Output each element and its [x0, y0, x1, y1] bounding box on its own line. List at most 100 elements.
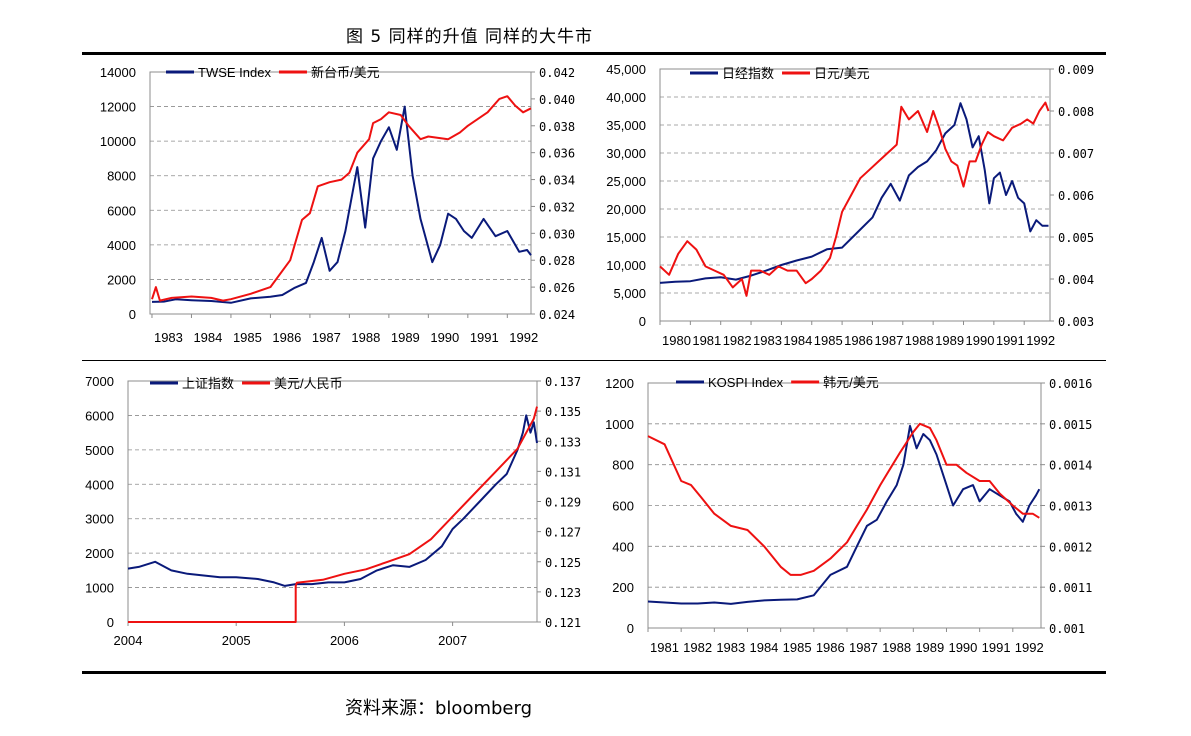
- chart-japan: 0 5,000 10,000 15,000 20,000 25,000 30,000 35,0…: [606, 62, 1094, 348]
- right-axis-tick-label: 0.0012: [1049, 540, 1092, 554]
- x-axis-tick-label: 1991: [470, 330, 499, 345]
- x-axis-tick-label: 1986: [272, 330, 301, 345]
- x-axis-tick-label: 1986: [816, 640, 845, 655]
- x-axis-tick-label: 2004: [114, 633, 143, 648]
- x-axis-tick-label: 1990: [430, 330, 459, 345]
- right-axis-tick-label: 0.137: [545, 375, 581, 389]
- x-axis-tick-label: 1985: [783, 640, 812, 655]
- left-axis-tick-label: 4000: [107, 238, 136, 253]
- x-axis-tick-label: 1989: [915, 640, 944, 655]
- right-axis-tick-label: 0.006: [1058, 189, 1094, 203]
- left-axis-tick-label: 10000: [100, 134, 136, 149]
- left-axis-tick-label: 40,000: [606, 90, 646, 105]
- x-axis-tick-label: 1984: [749, 640, 778, 655]
- legend-label-index: 日经指数: [722, 66, 774, 81]
- x-axis-tick-label: 1983: [716, 640, 745, 655]
- series-line-fx: [128, 406, 538, 623]
- right-axis-tick-label: 0.040: [539, 93, 575, 107]
- left-axis-tick-label: 5000: [85, 443, 114, 458]
- legend-label-fx: 美元/人民币: [274, 376, 343, 391]
- x-axis-tick-label: 1992: [1015, 640, 1044, 655]
- series-line-index: [659, 102, 1049, 284]
- right-axis-tick-label: 0.0013: [1049, 500, 1092, 514]
- right-axis-tick-label: 0.125: [545, 556, 581, 570]
- right-axis-tick-label: 0.008: [1058, 105, 1094, 119]
- x-axis-tick-label: 1990: [966, 333, 995, 348]
- left-axis-tick-label: 7000: [85, 374, 114, 389]
- left-axis-tick-label: 2000: [107, 272, 136, 287]
- right-axis-tick-label: 0.038: [539, 120, 575, 134]
- legend-label-fx: 日元/美元: [814, 66, 870, 81]
- x-axis-tick-label: 1981: [650, 640, 679, 655]
- x-axis-tick-label: 1983: [753, 333, 782, 348]
- left-axis-tick-label: 35,000: [606, 118, 646, 133]
- x-axis-tick-label: 1986: [844, 333, 873, 348]
- right-axis-tick-label: 0.026: [539, 281, 575, 295]
- left-axis-tick-label: 8000: [107, 169, 136, 184]
- right-axis-tick-label: 0.032: [539, 200, 575, 214]
- left-axis-tick-label: 30,000: [606, 146, 646, 161]
- legend-label-index: TWSE Index: [198, 65, 271, 80]
- right-axis-tick-label: 0.024: [539, 308, 575, 322]
- right-axis-tick-label: 0.042: [539, 66, 575, 80]
- x-axis-tick-label: 1985: [233, 330, 262, 345]
- x-axis-tick-label: 1983: [154, 330, 183, 345]
- left-axis-tick-label: 25,000: [606, 174, 646, 189]
- series-line-index: [151, 105, 532, 304]
- x-axis-tick-label: 1988: [351, 330, 380, 345]
- series-line-fx: [659, 101, 1050, 297]
- right-axis-tick-label: 0.001: [1049, 622, 1085, 636]
- left-axis-tick-label: 5,000: [613, 286, 646, 301]
- left-axis-tick-label: 1000: [85, 581, 114, 596]
- left-axis-tick-label: 800: [612, 458, 634, 473]
- left-axis-tick-label: 0: [627, 621, 634, 636]
- source-note: 资料来源：bloomberg: [345, 698, 532, 719]
- x-axis-tick-label: 1992: [509, 330, 538, 345]
- x-axis-tick-label: 1981: [692, 333, 721, 348]
- left-axis-tick-label: 45,000: [606, 62, 646, 77]
- right-axis-tick-label: 0.131: [545, 465, 581, 479]
- left-axis-tick-label: 0: [107, 615, 114, 630]
- x-axis-tick-label: 1984: [193, 330, 222, 345]
- right-axis-tick-label: 0.007: [1058, 147, 1094, 161]
- left-axis-tick-label: 600: [612, 499, 634, 514]
- right-axis-tick-label: 0.028: [539, 254, 575, 268]
- series-line-fx: [647, 422, 1040, 576]
- left-axis-tick-label: 1200: [605, 376, 634, 391]
- x-axis-tick-label: 2007: [438, 633, 467, 648]
- x-axis-tick-label: 1989: [391, 330, 420, 345]
- right-axis-tick-label: 0.009: [1058, 63, 1094, 77]
- left-axis-tick-label: 4000: [85, 477, 114, 492]
- left-axis-tick-label: 12000: [100, 100, 136, 115]
- right-axis-tick-label: 0.034: [539, 174, 575, 188]
- right-axis-tick-label: 0.133: [545, 435, 581, 449]
- chart-taiwan: 0 2000 4000 6000 8000 10000 12000 14000 0.024 0.0…: [100, 65, 575, 345]
- x-axis-tick-label: 1987: [312, 330, 341, 345]
- x-axis-tick-label: 1991: [996, 333, 1025, 348]
- x-axis-tick-label: 1991: [982, 640, 1011, 655]
- left-axis-tick-label: 15,000: [606, 230, 646, 245]
- right-axis-tick-label: 0.003: [1058, 315, 1094, 329]
- x-axis-tick-label: 1992: [1026, 333, 1055, 348]
- x-axis-tick-label: 1982: [683, 640, 712, 655]
- left-axis-tick-label: 0: [129, 307, 136, 322]
- legend-label-fx: 新台币/美元: [311, 65, 380, 80]
- right-axis-tick-label: 0.004: [1058, 273, 1094, 287]
- x-axis-tick-label: 1988: [905, 333, 934, 348]
- x-axis-tick-label: 2006: [330, 633, 359, 648]
- plot-area: [149, 71, 532, 315]
- left-axis-tick-label: 6000: [107, 203, 136, 218]
- left-axis-tick-label: 10,000: [606, 258, 646, 273]
- left-axis-tick-label: 20,000: [606, 202, 646, 217]
- left-axis-tick-label: 2000: [85, 546, 114, 561]
- series-line-fx: [151, 95, 532, 302]
- right-axis-tick-label: 0.129: [545, 496, 581, 510]
- x-axis-tick-label: 1990: [948, 640, 977, 655]
- right-axis-tick-label: 0.0011: [1049, 581, 1092, 595]
- x-axis-tick-label: 1982: [723, 333, 752, 348]
- right-axis-tick-label: 0.036: [539, 147, 575, 161]
- top-rule: [82, 52, 1106, 55]
- left-axis-tick-label: 14000: [100, 65, 136, 80]
- series-line-index: [127, 414, 538, 587]
- left-axis-tick-label: 400: [612, 539, 634, 554]
